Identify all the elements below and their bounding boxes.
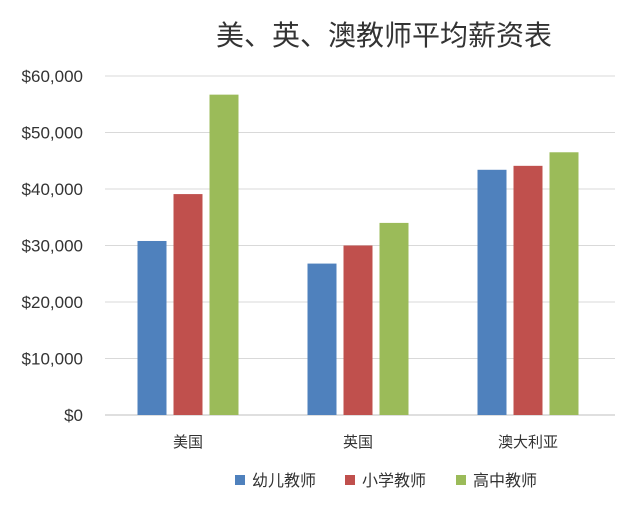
legend-label: 高中教师 <box>473 471 537 490</box>
y-tick-label: $50,000 <box>22 124 83 143</box>
x-category-label: 英国 <box>343 433 373 451</box>
bar-高中教师-美国 <box>209 94 239 416</box>
bar-高中教师-澳大利亚 <box>549 152 579 415</box>
legend-swatch <box>345 475 355 485</box>
bars <box>137 94 579 416</box>
y-axis-ticks: $0 $10,000 $20,000 $30,000 $40,000 $50,000 $60… <box>22 67 83 425</box>
bar-小学教师-澳大利亚 <box>513 165 543 415</box>
y-tick-label: $20,000 <box>22 293 83 312</box>
bar-幼儿教师-美国 <box>137 240 167 415</box>
legend: 幼儿教师 小学教师 高中教师 <box>235 471 537 490</box>
legend-item: 幼儿教师 <box>235 471 316 490</box>
bar-幼儿教师-澳大利亚 <box>477 169 507 415</box>
legend-item: 高中教师 <box>456 471 537 490</box>
bar-幼儿教师-英国 <box>307 263 337 415</box>
y-tick-label: $30,000 <box>22 237 83 256</box>
bar-高中教师-英国 <box>379 222 409 415</box>
y-tick-label: $60,000 <box>22 67 83 86</box>
bar-小学教师-美国 <box>173 194 203 415</box>
legend-label: 小学教师 <box>362 471 426 490</box>
y-tick-label: $10,000 <box>22 350 83 369</box>
y-tick-label: $0 <box>64 406 83 425</box>
x-category-label: 澳大利亚 <box>498 433 558 451</box>
bar-小学教师-英国 <box>343 245 373 415</box>
x-axis-categories: 美国 英国 澳大利亚 <box>173 433 558 451</box>
legend-swatch <box>456 475 466 485</box>
x-category-label: 美国 <box>173 433 203 451</box>
legend-label: 幼儿教师 <box>252 471 316 490</box>
chart-title: 美、英、澳教师平均薪资表 <box>216 19 552 52</box>
legend-swatch <box>235 475 245 485</box>
y-tick-label: $40,000 <box>22 180 83 199</box>
legend-item: 小学教师 <box>345 471 426 490</box>
